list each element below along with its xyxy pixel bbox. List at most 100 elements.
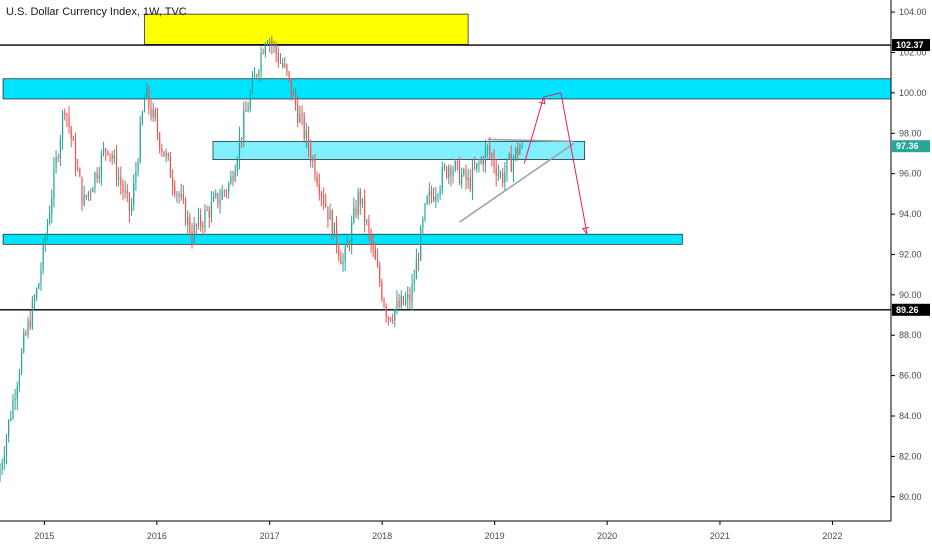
candle-body-226 xyxy=(486,145,489,149)
candle-body-147 xyxy=(316,177,318,185)
candle-body-144 xyxy=(310,148,312,161)
candle-body-37 xyxy=(79,168,81,177)
candle-body-157 xyxy=(338,246,340,257)
candle-body-139 xyxy=(299,114,301,123)
candle-body-9 xyxy=(18,373,21,387)
candle-body-197 xyxy=(424,203,426,220)
candle-body-70 xyxy=(150,107,152,118)
candle-body-153 xyxy=(329,210,331,220)
projection-line-2 xyxy=(560,92,588,235)
candle-body-28 xyxy=(59,139,62,159)
candle-body-165 xyxy=(355,207,357,216)
candle-body-203 xyxy=(437,195,439,197)
candle-body-131 xyxy=(282,62,284,67)
candle-body-38 xyxy=(81,176,83,205)
x-tick-label-1: 2016 xyxy=(147,531,167,541)
candle-body-107 xyxy=(230,176,232,184)
candle-body-71 xyxy=(152,109,154,118)
candle-body-133 xyxy=(286,64,288,72)
candle-body-91 xyxy=(195,224,197,227)
candle-body-56 xyxy=(120,177,122,185)
candle-body-135 xyxy=(290,77,292,96)
candle-body-17 xyxy=(36,288,38,299)
candle-body-3 xyxy=(5,436,8,456)
candle-body-8 xyxy=(16,386,18,400)
candle-body-103 xyxy=(221,190,223,200)
candle-body-171 xyxy=(368,221,370,232)
candle-body-201 xyxy=(433,195,435,201)
candle-body-189 xyxy=(407,294,409,300)
candle-body-106 xyxy=(228,183,230,193)
candle-body-136 xyxy=(292,92,295,96)
candle-body-154 xyxy=(331,210,333,237)
candle-body-22 xyxy=(46,223,49,238)
candle-body-232 xyxy=(499,173,502,175)
candle-body-117 xyxy=(251,77,254,94)
candle-body-26 xyxy=(55,157,57,168)
candle-body-113 xyxy=(243,110,245,139)
projection-arrowhead-2 xyxy=(582,227,590,235)
candle-body-10 xyxy=(20,351,23,374)
candle-body-174 xyxy=(374,248,376,260)
candle-body-163 xyxy=(351,222,353,246)
candle-body-126 xyxy=(271,41,273,45)
candle-body-196 xyxy=(422,219,424,228)
candle-body-218 xyxy=(469,177,471,190)
candle-body-202 xyxy=(435,195,437,201)
candle-body-99 xyxy=(212,196,215,202)
candle-body-227 xyxy=(489,145,491,155)
candle-body-1 xyxy=(1,463,3,470)
level-badge-0-bg xyxy=(892,39,930,52)
candle-body-7 xyxy=(14,399,16,401)
level-badge-1-bg xyxy=(892,303,930,316)
candle-body-32 xyxy=(68,115,70,128)
projection-line-1 xyxy=(543,92,562,98)
candle-body-214 xyxy=(461,174,463,184)
x-tick-label-6: 2021 xyxy=(710,531,730,541)
candle-body-141 xyxy=(303,115,305,139)
candle-body-134 xyxy=(288,71,290,78)
candle-body-180 xyxy=(387,317,389,319)
candle-body-234 xyxy=(504,172,506,183)
candle-body-59 xyxy=(126,190,128,193)
candle-body-94 xyxy=(202,225,204,227)
x-tick-label-5: 2020 xyxy=(597,531,617,541)
candle-body-84 xyxy=(180,194,182,197)
candle-body-129 xyxy=(277,53,279,63)
candle-body-36 xyxy=(77,168,79,170)
y-tick-label-5: 90.00 xyxy=(899,290,922,300)
candle-body-21 xyxy=(44,237,46,243)
candle-body-206 xyxy=(443,166,446,168)
candle-body-143 xyxy=(307,130,310,149)
zone-1 xyxy=(2,78,892,100)
candle-body-77 xyxy=(165,153,167,157)
candle-body-195 xyxy=(420,227,422,261)
candle-body-85 xyxy=(182,194,184,200)
candle-body-66 xyxy=(141,112,143,124)
candle-body-64 xyxy=(137,162,139,172)
y-tick-label-7: 94.00 xyxy=(899,209,922,219)
candle-body-121 xyxy=(260,52,262,72)
candle-body-63 xyxy=(135,171,137,183)
y-tick-label-4: 88.00 xyxy=(899,330,922,340)
candle-body-145 xyxy=(312,158,314,161)
candle-body-158 xyxy=(340,256,342,265)
candle-body-83 xyxy=(178,193,180,197)
candle-body-79 xyxy=(169,156,172,178)
candle-body-81 xyxy=(174,185,176,195)
candle-body-191 xyxy=(411,284,413,303)
candle-body-50 xyxy=(107,151,109,154)
candle-body-67 xyxy=(143,97,146,113)
candle-body-199 xyxy=(428,191,430,197)
candle-body-72 xyxy=(154,109,156,118)
candle-body-41 xyxy=(87,191,90,198)
candle-body-240 xyxy=(517,147,519,155)
candle-body-238 xyxy=(512,157,515,172)
candle-body-209 xyxy=(450,167,452,176)
candle-body-75 xyxy=(161,148,163,152)
candle-body-148 xyxy=(318,184,320,194)
candle-body-53 xyxy=(113,155,115,159)
x-tick-label-3: 2018 xyxy=(372,531,392,541)
